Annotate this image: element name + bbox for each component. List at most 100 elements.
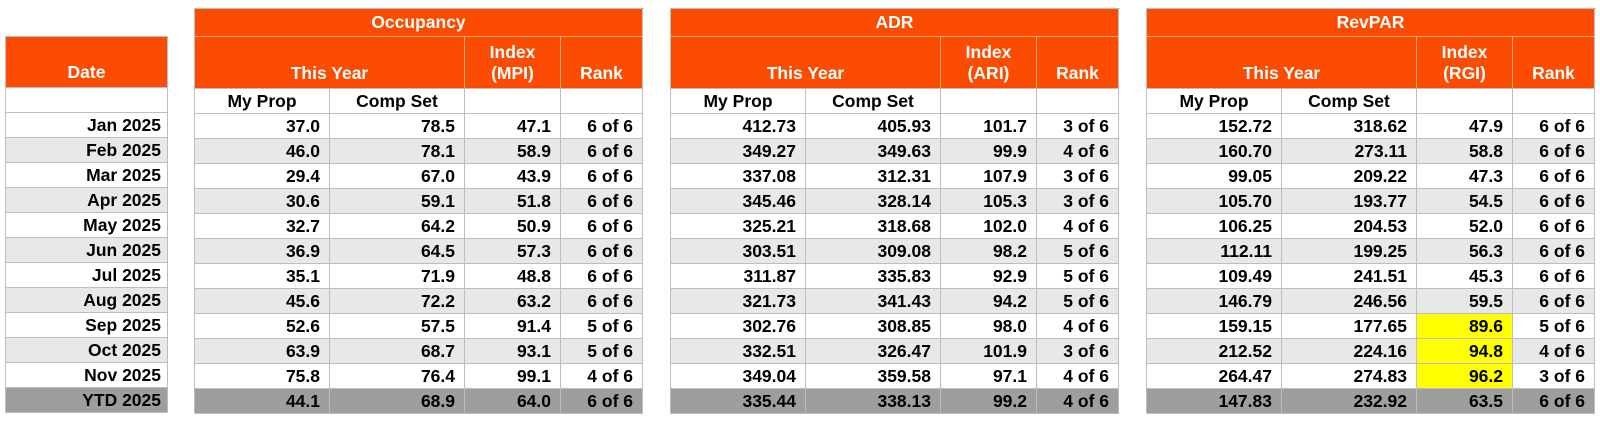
value-my-prop[interactable]: 325.21 [671,214,806,239]
my-prop-subheader[interactable]: My Prop [1147,89,1282,114]
value-rank[interactable]: 3 of 6 [1037,114,1119,139]
index-subheader-empty[interactable] [941,89,1037,114]
value-index[interactable]: 47.9 [1417,114,1513,139]
value-rank[interactable]: 3 of 6 [1037,339,1119,364]
value-comp-set[interactable]: 335.83 [806,264,941,289]
value-my-prop[interactable]: 212.52 [1147,339,1282,364]
value-my-prop[interactable]: 332.51 [671,339,806,364]
date-subheader-empty[interactable] [5,88,168,113]
value-my-prop[interactable]: 147.83 [1147,389,1282,414]
date-cell[interactable]: Feb 2025 [5,138,168,163]
value-rank[interactable]: 6 of 6 [1513,139,1595,164]
value-index[interactable]: 105.3 [941,189,1037,214]
value-index[interactable]: 45.3 [1417,264,1513,289]
value-comp-set[interactable]: 274.83 [1282,364,1417,389]
section-title-adr[interactable]: ADR [671,9,1119,37]
rank-header[interactable]: Rank [1513,37,1595,89]
value-comp-set[interactable]: 204.53 [1282,214,1417,239]
index-subheader-empty[interactable] [465,89,561,114]
value-index[interactable]: 101.9 [941,339,1037,364]
value-rank[interactable]: 5 of 6 [561,339,643,364]
value-my-prop[interactable]: 29.4 [195,164,330,189]
value-my-prop[interactable]: 303.51 [671,239,806,264]
value-index[interactable]: 98.2 [941,239,1037,264]
value-comp-set[interactable]: 59.1 [330,189,465,214]
value-rank[interactable]: 6 of 6 [1513,189,1595,214]
this-year-header[interactable]: This Year [1147,37,1417,89]
value-my-prop[interactable]: 412.73 [671,114,806,139]
value-comp-set[interactable]: 326.47 [806,339,941,364]
value-rank[interactable]: 6 of 6 [1513,264,1595,289]
value-index[interactable]: 101.7 [941,114,1037,139]
rank-subheader-empty[interactable] [1513,89,1595,114]
value-index[interactable]: 107.9 [941,164,1037,189]
value-my-prop[interactable]: 45.6 [195,289,330,314]
value-my-prop[interactable]: 264.47 [1147,364,1282,389]
date-cell[interactable]: Jul 2025 [5,263,168,288]
value-my-prop[interactable]: 335.44 [671,389,806,414]
value-index[interactable]: 91.4 [465,314,561,339]
value-index[interactable]: 59.5 [1417,289,1513,314]
value-index[interactable]: 94.2 [941,289,1037,314]
value-rank[interactable]: 6 of 6 [561,289,643,314]
date-cell[interactable]: May 2025 [5,213,168,238]
value-rank[interactable]: 3 of 6 [1037,164,1119,189]
value-rank[interactable]: 5 of 6 [1037,289,1119,314]
my-prop-subheader[interactable]: My Prop [671,89,806,114]
value-rank[interactable]: 3 of 6 [1513,364,1595,389]
value-rank[interactable]: 6 of 6 [1513,114,1595,139]
value-my-prop[interactable]: 105.70 [1147,189,1282,214]
value-comp-set[interactable]: 177.65 [1282,314,1417,339]
value-my-prop[interactable]: 106.25 [1147,214,1282,239]
value-comp-set[interactable]: 76.4 [330,364,465,389]
value-comp-set[interactable]: 72.2 [330,289,465,314]
value-comp-set[interactable]: 68.7 [330,339,465,364]
value-index[interactable]: 56.3 [1417,239,1513,264]
value-my-prop[interactable]: 345.46 [671,189,806,214]
value-my-prop[interactable]: 35.1 [195,264,330,289]
value-comp-set[interactable]: 341.43 [806,289,941,314]
value-comp-set[interactable]: 68.9 [330,389,465,414]
value-comp-set[interactable]: 309.08 [806,239,941,264]
value-my-prop[interactable]: 44.1 [195,389,330,414]
value-index[interactable]: 102.0 [941,214,1037,239]
value-comp-set[interactable]: 67.0 [330,164,465,189]
value-comp-set[interactable]: 349.63 [806,139,941,164]
comp-set-subheader[interactable]: Comp Set [806,89,941,114]
value-rank[interactable]: 6 of 6 [561,214,643,239]
value-rank[interactable]: 4 of 6 [1037,314,1119,339]
value-comp-set[interactable]: 241.51 [1282,264,1417,289]
value-comp-set[interactable]: 246.56 [1282,289,1417,314]
value-comp-set[interactable]: 328.14 [806,189,941,214]
value-comp-set[interactable]: 312.31 [806,164,941,189]
value-index[interactable]: 99.1 [465,364,561,389]
value-index[interactable]: 51.8 [465,189,561,214]
value-my-prop[interactable]: 159.15 [1147,314,1282,339]
value-index[interactable]: 97.1 [941,364,1037,389]
value-index[interactable]: 63.2 [465,289,561,314]
date-cell[interactable]: Sep 2025 [5,313,168,338]
value-my-prop[interactable]: 46.0 [195,139,330,164]
value-comp-set[interactable]: 78.1 [330,139,465,164]
value-rank[interactable]: 5 of 6 [1037,264,1119,289]
value-comp-set[interactable]: 308.85 [806,314,941,339]
date-cell[interactable]: Oct 2025 [5,338,168,363]
value-rank[interactable]: 6 of 6 [1513,389,1595,414]
comp-set-subheader[interactable]: Comp Set [1282,89,1417,114]
value-rank[interactable]: 6 of 6 [1513,214,1595,239]
rank-subheader-empty[interactable] [561,89,643,114]
value-rank[interactable]: 5 of 6 [1513,314,1595,339]
value-my-prop[interactable]: 109.49 [1147,264,1282,289]
value-index[interactable]: 93.1 [465,339,561,364]
value-rank[interactable]: 4 of 6 [561,364,643,389]
value-comp-set[interactable]: 232.92 [1282,389,1417,414]
value-index[interactable]: 58.8 [1417,139,1513,164]
value-my-prop[interactable]: 32.7 [195,214,330,239]
value-rank[interactable]: 4 of 6 [1513,339,1595,364]
this-year-header[interactable]: This Year [671,37,941,89]
value-index[interactable]: 50.9 [465,214,561,239]
value-index[interactable]: 94.8 [1417,339,1513,364]
value-comp-set[interactable]: 78.5 [330,114,465,139]
value-rank[interactable]: 5 of 6 [561,314,643,339]
value-rank[interactable]: 6 of 6 [561,389,643,414]
